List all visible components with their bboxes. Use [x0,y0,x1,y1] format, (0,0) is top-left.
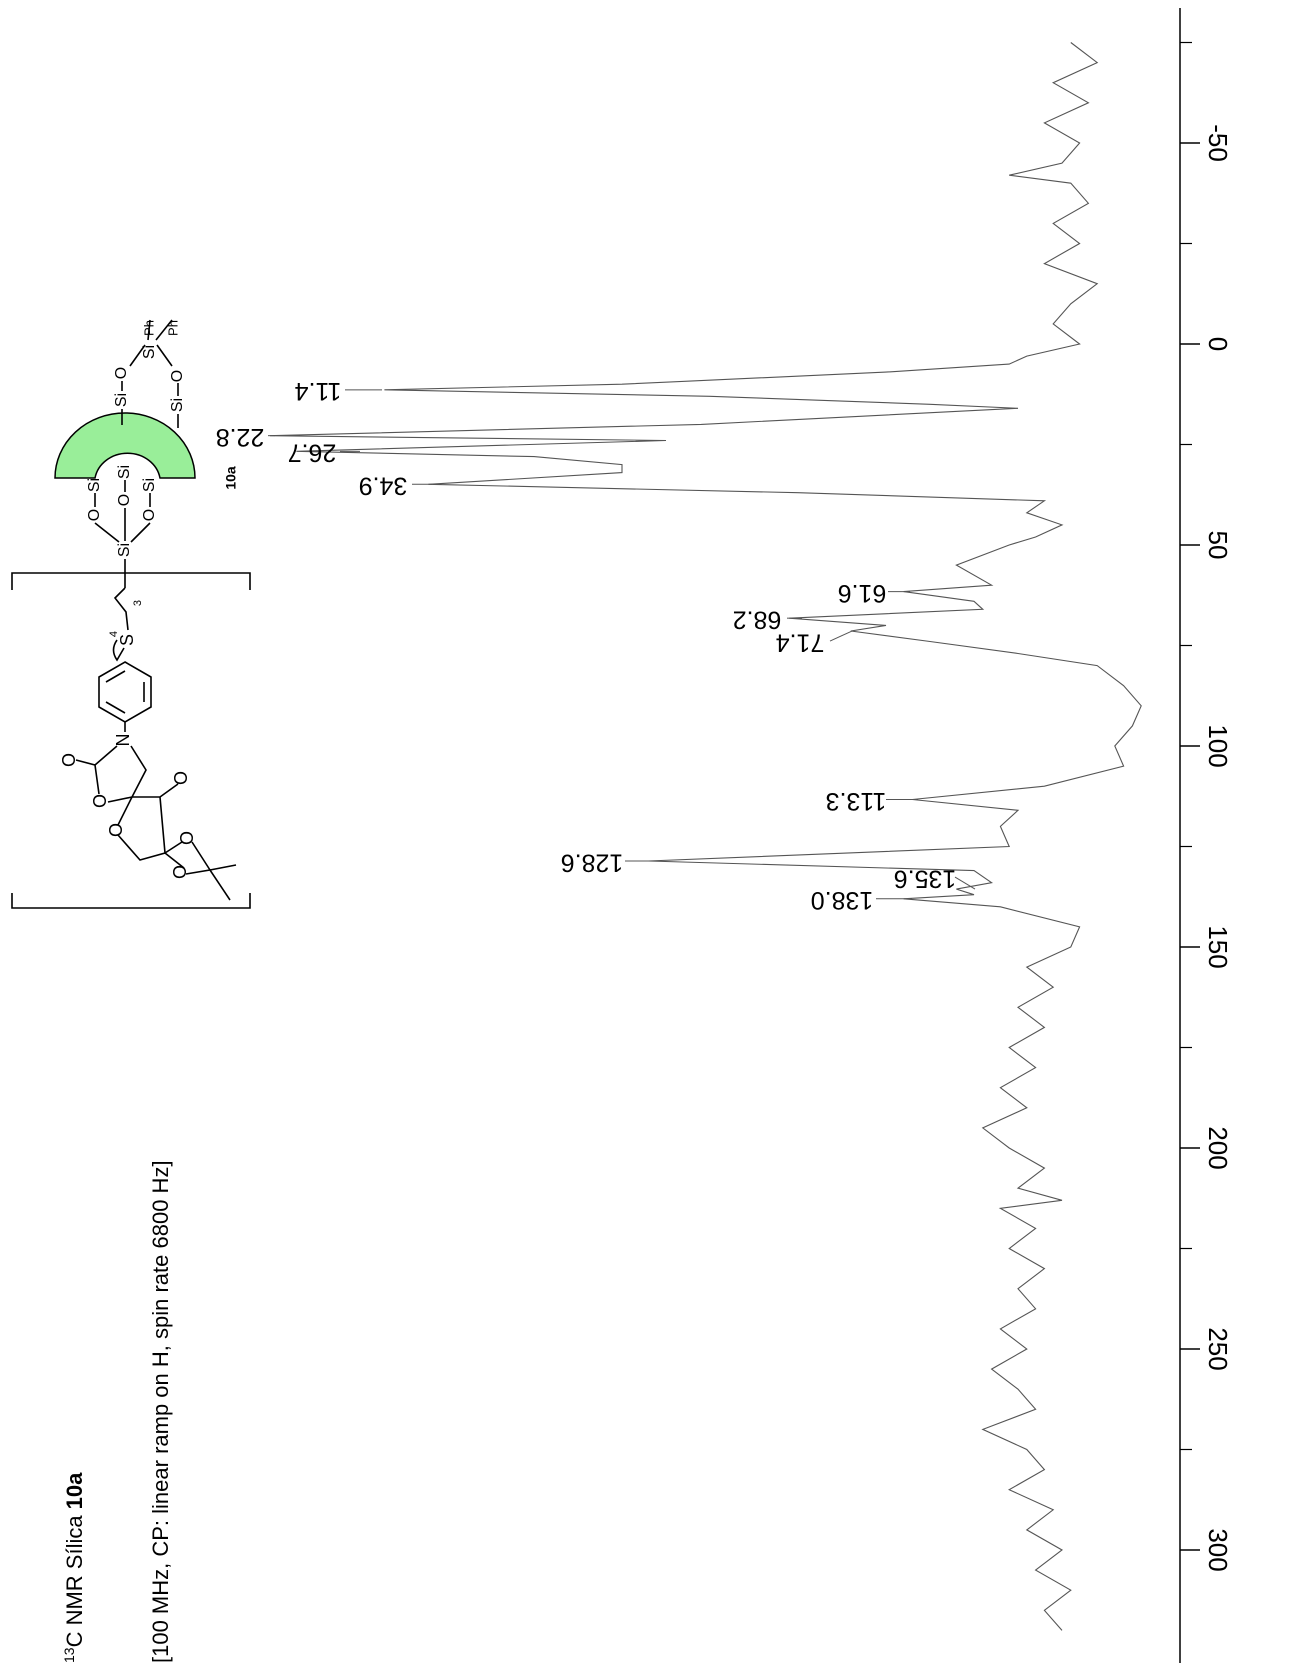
atom-label: 4 [108,631,120,637]
atom-label: Si [116,543,133,557]
atom-label: O [177,831,197,845]
bonds [76,320,236,900]
peak-label: 61.6 [838,579,887,607]
atom-label: Ph [141,320,156,336]
peak-label: 22.8 [216,423,265,451]
compound-label: 10a [223,466,239,490]
tick-label: -50 [1203,124,1233,162]
tick-label: 300 [1203,1528,1233,1571]
tick-label: 100 [1203,724,1233,767]
title-compound: 10a [62,1472,87,1509]
atom-label: Ph [165,320,180,336]
atom-label: Si [113,393,130,407]
structure-drawing [12,320,250,908]
tick-label: 0 [1203,337,1233,351]
tick-label: 250 [1203,1327,1233,1370]
bracket [12,893,250,908]
atom-label: Si [86,478,103,492]
atom-label: Si [141,478,158,492]
spectrum-line [270,43,1141,1631]
peak-label: 68.2 [733,606,782,634]
atom-label: Si [141,345,158,359]
title-text: C NMR Sílica [62,1515,87,1648]
peak-label: 71.4 [776,628,825,656]
atom-label: N [113,734,133,747]
atom-label: O [169,370,186,382]
atom-label: O [106,823,126,837]
peak-label: 11.4 [295,377,342,405]
atom-label: O [90,794,110,808]
atom-label: 3 [132,600,144,606]
atom-label: O [170,865,190,879]
peak-label: 128.6 [561,848,624,876]
tick-label: 50 [1203,531,1233,560]
peak-label: 135.6 [894,865,957,893]
atom-label: Si [116,465,133,479]
atom-label: O [171,771,191,785]
atom-label: O [113,367,130,379]
peak-label: 34.9 [359,472,408,500]
page: 13C NMR Sílica 10a [100 MHz, CP: linear ra… [0,0,1296,1663]
chart-title: 13C NMR Sílica 10a [61,1472,87,1663]
peak-label: 138.0 [811,886,874,914]
tick-label: 150 [1203,925,1233,968]
peak-label: 26.7 [288,439,337,467]
tick-label: 200 [1203,1126,1233,1169]
atom-label: Si [169,398,186,412]
peak-label: 113.3 [826,787,887,815]
title-isotope: 13 [61,1647,77,1663]
atom-label: O [86,509,103,521]
atom-label: O [59,753,79,767]
subtitle: [100 MHz, CP: linear ramp on H, spin rat… [148,1160,173,1663]
bracket [12,573,250,590]
atom-label: O [141,509,158,521]
peak-leader [830,631,852,641]
atom-label: O [116,494,133,506]
